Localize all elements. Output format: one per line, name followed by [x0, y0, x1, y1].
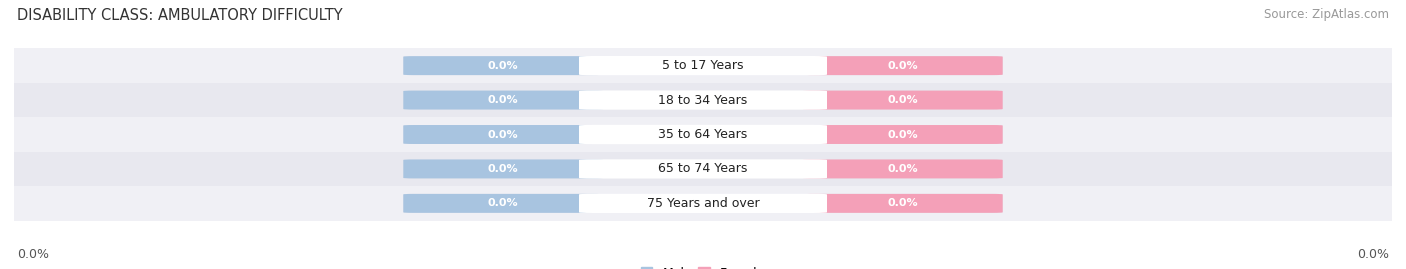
Text: 0.0%: 0.0% — [887, 61, 918, 71]
Text: 65 to 74 Years: 65 to 74 Years — [658, 162, 748, 175]
Text: 0.0%: 0.0% — [488, 198, 519, 208]
FancyBboxPatch shape — [404, 160, 603, 178]
FancyBboxPatch shape — [404, 56, 603, 75]
FancyBboxPatch shape — [404, 91, 603, 109]
FancyBboxPatch shape — [803, 160, 1002, 178]
Text: 0.0%: 0.0% — [887, 164, 918, 174]
FancyBboxPatch shape — [803, 125, 1002, 144]
FancyBboxPatch shape — [404, 125, 603, 144]
Bar — [14, 48, 1392, 83]
Text: 18 to 34 Years: 18 to 34 Years — [658, 94, 748, 107]
FancyBboxPatch shape — [579, 125, 827, 144]
FancyBboxPatch shape — [579, 56, 827, 75]
Text: DISABILITY CLASS: AMBULATORY DIFFICULTY: DISABILITY CLASS: AMBULATORY DIFFICULTY — [17, 8, 343, 23]
Bar — [14, 117, 1392, 152]
FancyBboxPatch shape — [404, 194, 603, 213]
Text: 0.0%: 0.0% — [488, 61, 519, 71]
FancyBboxPatch shape — [803, 91, 1002, 109]
Text: 0.0%: 0.0% — [488, 129, 519, 140]
FancyBboxPatch shape — [579, 159, 827, 179]
Text: 0.0%: 0.0% — [488, 95, 519, 105]
Bar — [14, 186, 1392, 221]
Text: 0.0%: 0.0% — [1357, 248, 1389, 261]
Text: 0.0%: 0.0% — [887, 198, 918, 208]
FancyBboxPatch shape — [404, 91, 1002, 109]
FancyBboxPatch shape — [404, 125, 1002, 144]
FancyBboxPatch shape — [404, 194, 1002, 213]
FancyBboxPatch shape — [404, 160, 1002, 178]
FancyBboxPatch shape — [803, 194, 1002, 213]
FancyBboxPatch shape — [579, 194, 827, 213]
FancyBboxPatch shape — [803, 56, 1002, 75]
FancyBboxPatch shape — [404, 56, 1002, 75]
Text: Source: ZipAtlas.com: Source: ZipAtlas.com — [1264, 8, 1389, 21]
Text: 0.0%: 0.0% — [887, 129, 918, 140]
FancyBboxPatch shape — [579, 90, 827, 110]
Bar — [14, 83, 1392, 117]
Text: 35 to 64 Years: 35 to 64 Years — [658, 128, 748, 141]
Text: 0.0%: 0.0% — [488, 164, 519, 174]
Text: 0.0%: 0.0% — [17, 248, 49, 261]
Text: 0.0%: 0.0% — [887, 95, 918, 105]
Text: 75 Years and over: 75 Years and over — [647, 197, 759, 210]
Bar — [14, 152, 1392, 186]
Text: 5 to 17 Years: 5 to 17 Years — [662, 59, 744, 72]
Legend: Male, Female: Male, Female — [641, 267, 765, 269]
